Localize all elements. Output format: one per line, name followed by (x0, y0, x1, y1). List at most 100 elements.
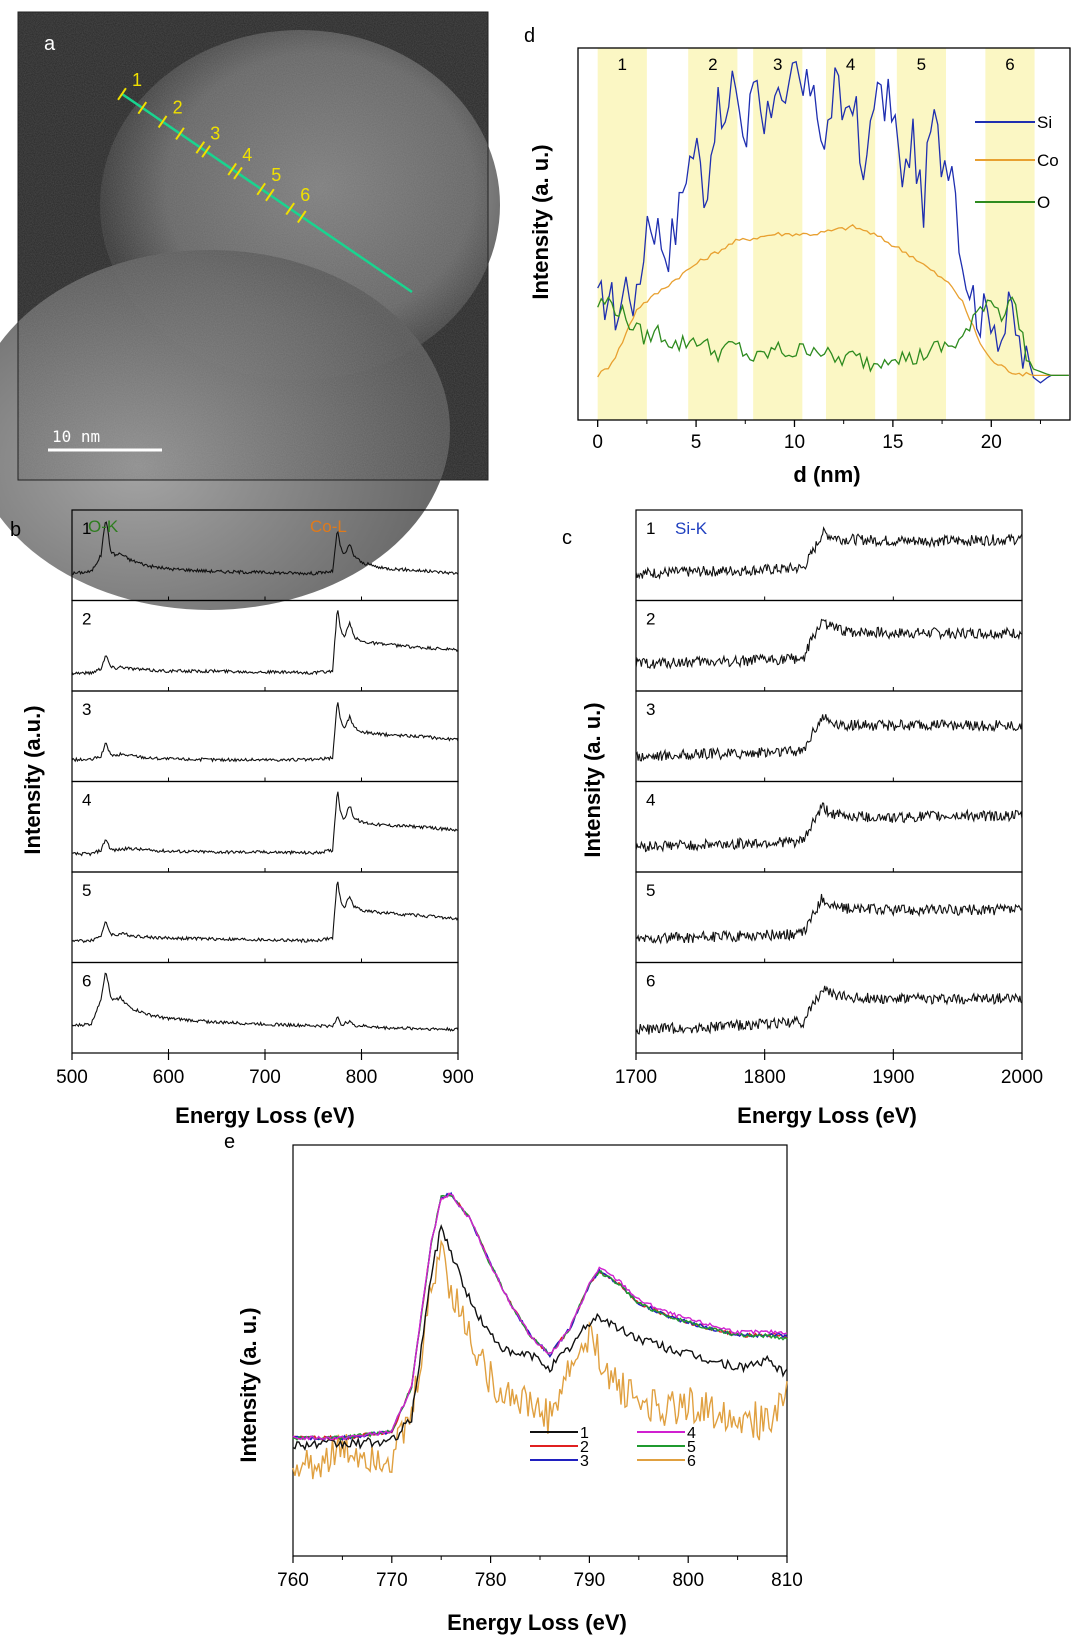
line-scan-marker-label: 4 (242, 145, 252, 165)
panel-e-letter: e (224, 1131, 235, 1153)
spectrum-line-1 (635, 526, 1023, 580)
spectrum-label: 5 (82, 881, 91, 900)
legend-label: Co (1037, 151, 1059, 170)
legend-label: 3 (580, 1453, 589, 1470)
plot-frame (292, 1144, 788, 1557)
x-tick-label: 770 (376, 1570, 408, 1591)
si-k-edge-label: Si-K (675, 519, 708, 538)
legend-label: 4 (687, 1425, 696, 1442)
line-scan-tick (137, 101, 148, 115)
highlight-band (985, 48, 1035, 420)
line-scan-tick (227, 162, 237, 176)
highlight-band (896, 48, 947, 420)
spectrum-line-2 (635, 618, 1023, 670)
panel-b-plot: 1 2 3 4 5 6 500 600 700 800 900 (56, 509, 474, 1088)
line-scan-marker-label: 6 (300, 185, 310, 205)
highlight-band (753, 48, 803, 420)
line-scan-tick (175, 127, 185, 140)
line-scan-tick (256, 182, 266, 196)
panel-e-ylabel: Intensity (a. u.) (236, 1307, 261, 1462)
line-scan-tick (285, 202, 295, 216)
line-scan-marker-label: 1 (132, 70, 142, 90)
spectrum-label: 1 (82, 519, 91, 538)
spectrum-label: 6 (82, 972, 91, 991)
co-l-edge-label: Co-L (310, 517, 347, 536)
series-line-co (597, 223, 1069, 378)
panel-e: e 123 456 760 770 780 790 800 810 Intensity (a.… (224, 1131, 803, 1635)
series-line-4 (292, 1192, 788, 1441)
legend-label: 5 (687, 1439, 696, 1456)
spectrum-line-1 (71, 521, 459, 576)
panel-b-xlabel: Energy Loss (eV) (175, 1103, 355, 1128)
spectrum-label: 6 (646, 972, 655, 991)
legend-label: 2 (580, 1439, 589, 1456)
legend-label: O (1037, 193, 1050, 212)
panel-c-ylabel: Intensity (a. u.) (580, 702, 605, 857)
line-scan-tick (265, 188, 275, 202)
x-tick-label: 760 (277, 1570, 309, 1591)
line-scan-tick (201, 145, 211, 158)
panel-e-plot: 123 456 760 770 780 790 800 810 (277, 1144, 803, 1591)
spectrum-line-6 (71, 972, 459, 1032)
x-tick-label: 0 (592, 432, 603, 453)
panel-a-letter: a (44, 33, 56, 55)
panel-d-plot: 1 2 3 4 5 6 Si Co O 0 5 10 15 20 (577, 47, 1071, 453)
scale-bar-label: 10 nm (52, 427, 100, 446)
x-tick-label: 15 (882, 432, 903, 453)
x-tick-label: 20 (981, 432, 1002, 453)
panel-b-letter: b (10, 519, 21, 541)
line-scan-tick (233, 166, 243, 180)
spectrum-frame (635, 690, 1023, 783)
highlight-band (688, 48, 738, 420)
spectrum-line-2 (71, 610, 459, 676)
line-scan-tick (297, 210, 307, 224)
line-scan-tick (195, 141, 206, 154)
plot-frame (577, 47, 1071, 421)
legend-label: 1 (580, 1425, 589, 1442)
spectrum-label: 3 (82, 700, 91, 719)
panel-e-xlabel: Energy Loss (eV) (447, 1610, 627, 1635)
line-scan-marker-label: 2 (173, 98, 183, 118)
spectrum-line-4 (71, 791, 459, 857)
x-tick-label: 790 (574, 1570, 606, 1591)
x-tick-label: 500 (56, 1067, 88, 1088)
spectrum-label: 2 (82, 610, 91, 629)
spectrum-frame (71, 961, 459, 1054)
band-label: 6 (1005, 55, 1014, 74)
line-scan-marker-label: 5 (271, 165, 281, 185)
panel-b: b 1 2 3 4 5 6 500 600 700 800 900 O-K Co-L Intensi… (10, 509, 474, 1128)
x-tick-label: 700 (249, 1067, 281, 1088)
spectrum-frame (635, 961, 1023, 1054)
spectrum-label: 5 (646, 881, 655, 900)
series-line-o (597, 296, 1069, 377)
spectrum-label: 4 (82, 791, 91, 810)
panel-d-xlabel: d (nm) (793, 462, 860, 487)
o-k-edge-label: O-K (88, 517, 119, 536)
series-line-si (597, 60, 1069, 384)
line-scan-markers: 1 2 3 456 (117, 70, 310, 224)
panel-c-letter: c (562, 527, 572, 549)
legend-label: Si (1037, 113, 1052, 132)
x-tick-label: 800 (346, 1067, 378, 1088)
band-label: 4 (846, 55, 855, 74)
spectrum-frame (635, 871, 1023, 964)
panel-a: a 1 2 3 456 10 nm (0, 11, 500, 610)
series-line-6 (292, 1239, 788, 1480)
x-tick-label: 1700 (615, 1067, 657, 1088)
line-scan-tick (157, 115, 168, 129)
panel-c-plot: 1 2 3 4 5 6 1700 1800 1900 2000 (615, 509, 1043, 1088)
x-tick-label: 1900 (872, 1067, 914, 1088)
spectrum-line-5 (635, 893, 1023, 945)
spectrum-line-5 (71, 881, 459, 944)
image-noise (18, 12, 488, 480)
x-tick-label: 10 (784, 432, 805, 453)
spectrum-line-3 (71, 702, 459, 763)
series-line-1 (292, 1224, 788, 1452)
band-label: 5 (917, 55, 926, 74)
band-label: 3 (773, 55, 782, 74)
spectrum-line-6 (635, 985, 1023, 1035)
highlight-band (597, 48, 647, 420)
spectrum-label: 1 (646, 519, 655, 538)
x-tick-label: 800 (672, 1570, 704, 1591)
